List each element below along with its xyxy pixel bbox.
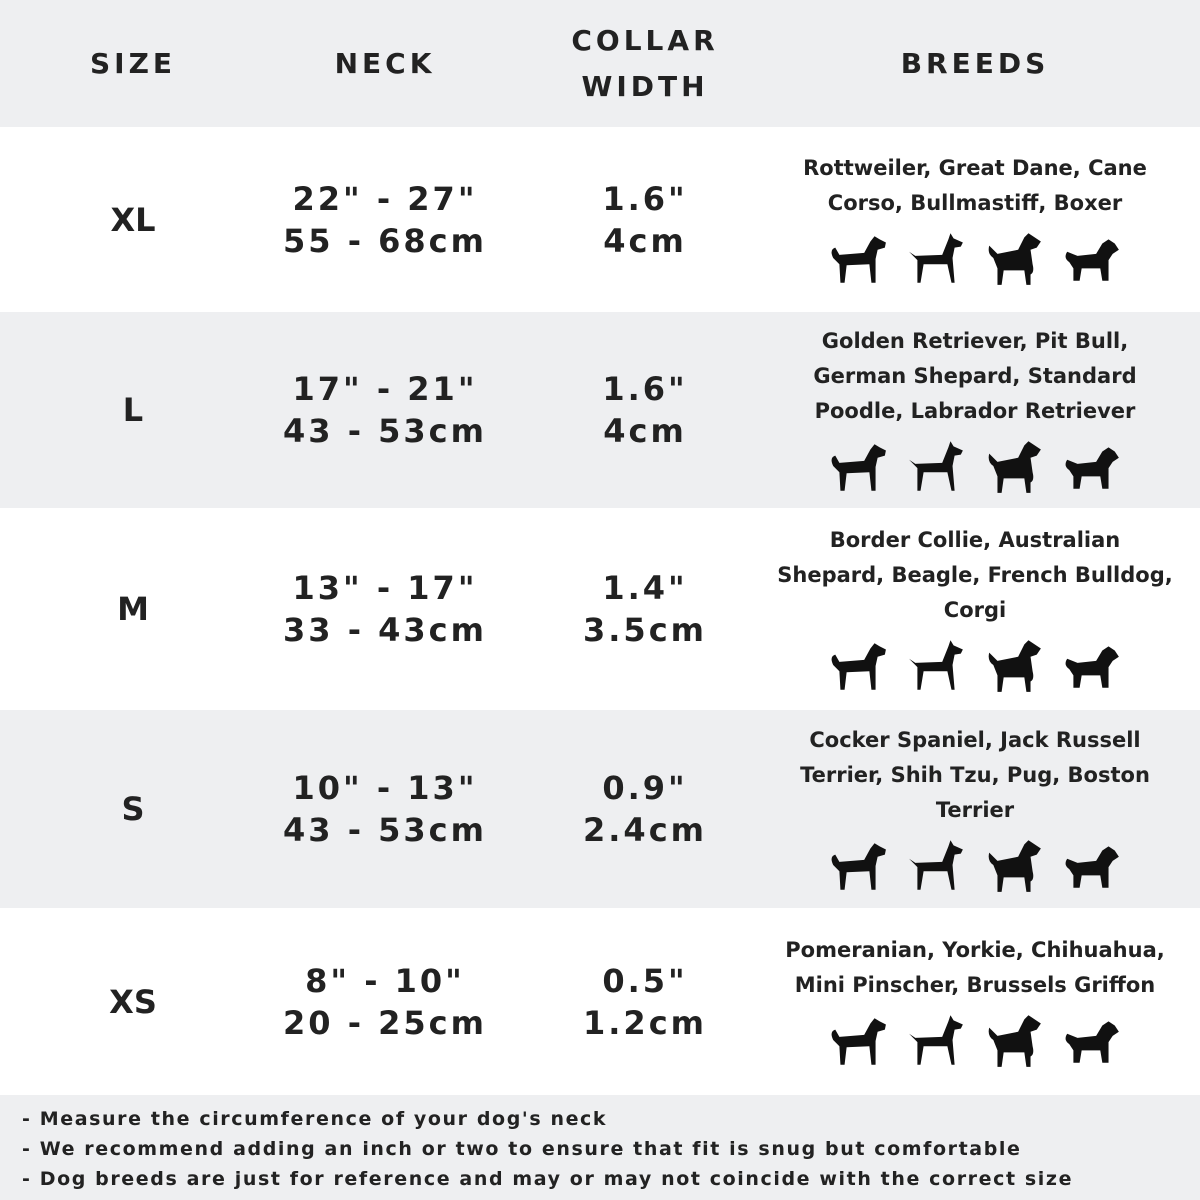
breed-list: Rottweiler, Great Dane, Cane Corso, Bull… (803, 155, 1147, 215)
beagle-icon (909, 639, 963, 690)
breed-list: Border Collie, Australian Shepard, Beagl… (777, 527, 1173, 622)
notes-band (0, 1095, 1200, 1200)
breed-list: Golden Retriever, Pit Bull, German Shepa… (813, 328, 1137, 423)
header-size: SIZE (89, 46, 176, 80)
note: - Measure the circumference of your dog'… (22, 1108, 608, 1130)
corgi-icon (1065, 645, 1119, 688)
poodle-icon (988, 440, 1041, 493)
cocker-spaniel-icon (831, 842, 886, 890)
breed-icons (827, 227, 1123, 289)
size-row-xl: XL 22" - 27" 55 - 68cm 1.6" 4cm Rottweil… (0, 127, 1200, 312)
breed-icons (827, 634, 1123, 696)
header-neck: NECK (334, 46, 436, 80)
pug-icon (1065, 845, 1119, 888)
size-label: S (121, 790, 145, 828)
size-label: XS (109, 982, 157, 1021)
neck-cm: 20 - 25cm (283, 1003, 487, 1042)
pomeranian-icon (831, 1017, 886, 1065)
note: - We recommend adding an inch or two to … (22, 1138, 1022, 1160)
neck-inches: 22" - 27" (292, 179, 478, 218)
doberman-icon (988, 232, 1041, 285)
breed-list: Pomeranian, Yorkie, Chihuahua, Mini Pins… (785, 937, 1165, 997)
neck-inches: 8" - 10" (305, 961, 465, 1000)
header-collar-line2: WIDTH (581, 69, 709, 103)
border-collie-icon (831, 642, 886, 690)
german-shepherd-icon (1065, 446, 1119, 489)
neck-cm: 55 - 68cm (283, 221, 487, 260)
collar-inches: 0.5" (602, 961, 688, 1000)
collar-inches: 1.6" (602, 179, 688, 218)
header-breeds: BREEDS (900, 46, 1050, 80)
collar-cm: 4cm (603, 221, 687, 260)
collar-inches: 1.4" (602, 569, 688, 607)
jack-russell-icon (909, 839, 963, 890)
neck-inches: 17" - 21" (292, 370, 478, 408)
collar-cm: 1.2cm (583, 1003, 707, 1042)
size-row-xs: XS 8" - 10" 20 - 25cm 0.5" 1.2cm Pomeran… (0, 908, 1200, 1095)
note: - Dog breeds are just for reference and … (22, 1168, 1074, 1190)
collar-cm: 2.4cm (583, 811, 707, 849)
bullmastiff-icon (1065, 238, 1119, 281)
shih-tzu-icon (988, 839, 1041, 892)
golden-retriever-icon (831, 443, 886, 491)
size-row-m: M 13" - 17" 33 - 43cm 1.4" 3.5cm Border … (0, 508, 1200, 710)
breed-list: Cocker Spaniel, Jack Russell Terrier, Sh… (800, 727, 1150, 822)
breed-icons (827, 834, 1123, 896)
size-row-l: L 17" - 21" 43 - 53cm 1.6" 4cm Golden Re… (0, 312, 1200, 508)
great-dane-icon (909, 232, 963, 283)
mini-pinscher-icon (1065, 1020, 1119, 1063)
collar-cm: 4cm (603, 412, 687, 450)
collar-inches: 0.9" (602, 769, 688, 807)
chihuahua-icon (988, 1014, 1041, 1067)
neck-cm: 43 - 53cm (283, 811, 487, 849)
neck-inches: 13" - 17" (292, 569, 478, 607)
labrador-icon (909, 440, 963, 491)
breed-icons (827, 1009, 1123, 1071)
neck-cm: 33 - 43cm (283, 611, 487, 649)
header-collar-line1: COLLAR (571, 23, 719, 57)
table-header: SIZE NECK COLLAR WIDTH BREEDS (0, 0, 1200, 127)
breed-icons (827, 435, 1123, 497)
french-bulldog-icon (988, 639, 1041, 692)
size-label: XL (110, 200, 156, 239)
size-label: M (117, 590, 149, 628)
size-label: L (122, 391, 144, 429)
size-row-s: S 10" - 13" 43 - 53cm 0.9" 2.4cm Cocker … (0, 710, 1200, 908)
neck-inches: 10" - 13" (292, 769, 478, 807)
rottweiler-icon (831, 235, 886, 283)
yorkie-icon (909, 1014, 963, 1065)
collar-cm: 3.5cm (583, 611, 707, 649)
notes: - Measure the circumference of your dog'… (22, 1104, 1073, 1194)
collar-inches: 1.6" (602, 370, 688, 408)
neck-cm: 43 - 53cm (283, 412, 487, 450)
